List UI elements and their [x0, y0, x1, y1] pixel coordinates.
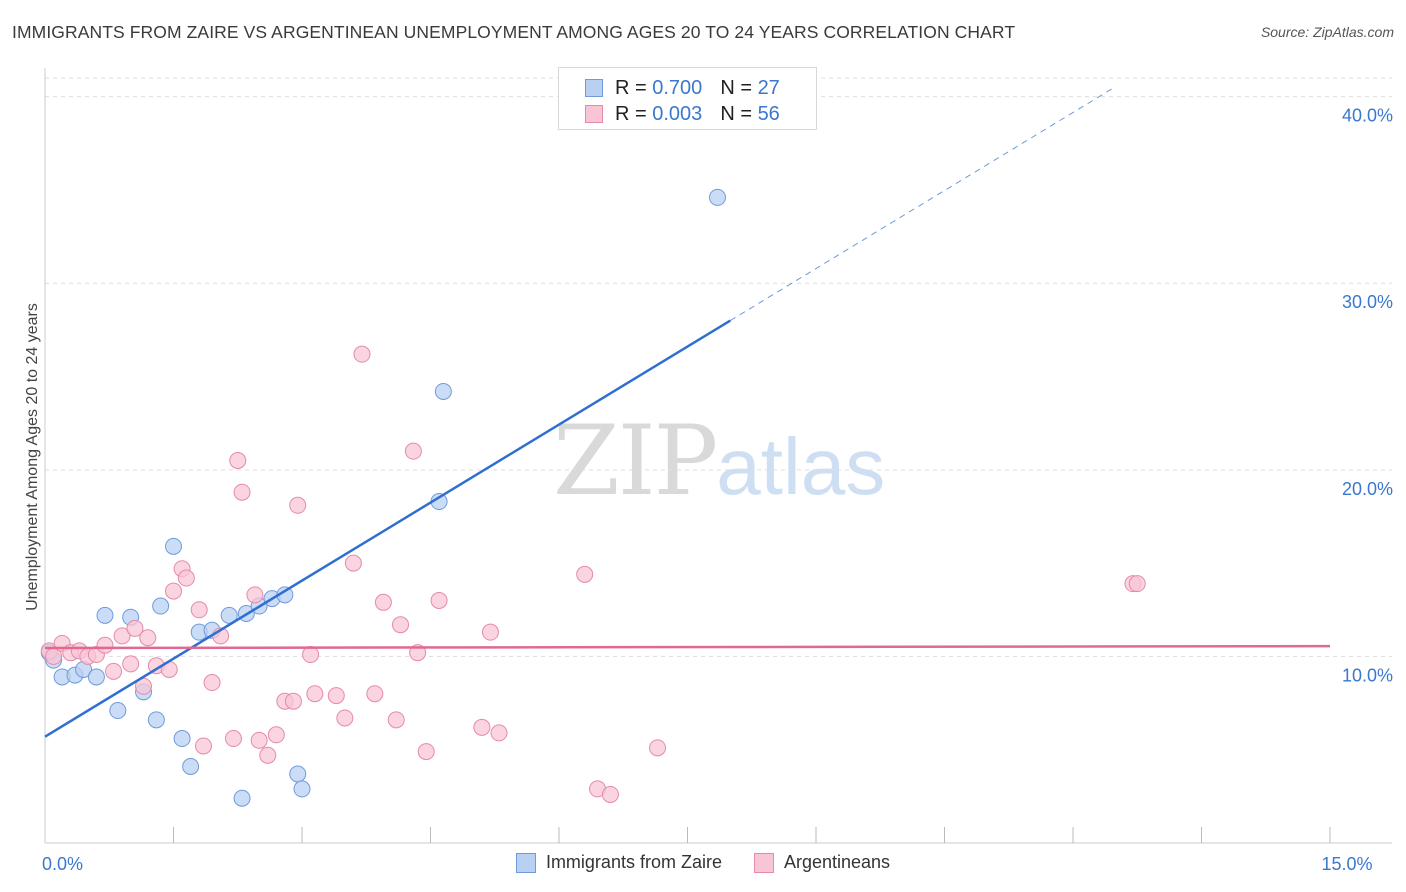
argentinean-point — [284, 692, 302, 710]
argentinean-point — [289, 496, 307, 514]
argentinean-point — [203, 674, 221, 692]
argentinean-point — [404, 442, 422, 460]
argentinean-point — [430, 591, 448, 609]
argentinean-point — [387, 711, 405, 729]
legend-swatch-argentineans — [585, 105, 603, 123]
argentinean-point — [177, 569, 195, 587]
watermark-atlas: atlas — [716, 422, 886, 511]
legend-r-value: 0.003 — [652, 102, 703, 125]
legend-n-label: N = — [720, 102, 752, 125]
argentinean-point — [302, 646, 320, 664]
series-legend: Immigrants from Zaire Argentineans — [0, 852, 1406, 873]
legend-r-label: R = — [615, 76, 647, 99]
zaire-point — [293, 780, 311, 798]
argentinean-point — [224, 730, 242, 748]
legend-row-zaire: R = 0.700 N = 27 — [585, 76, 780, 100]
zaire-point — [147, 711, 165, 729]
legend-swatch-argentineans — [753, 852, 774, 873]
zaire-point — [182, 758, 200, 775]
zaire-point — [173, 730, 191, 748]
argentinean-point — [250, 731, 268, 749]
legend-label-argentineans: Argentineans — [783, 852, 891, 872]
legend-n-value: 56 — [757, 102, 780, 125]
argentinean-point — [105, 662, 123, 680]
legend-row-argentineans: R = 0.003 N = 56 — [585, 102, 780, 126]
argentinean-point — [190, 601, 208, 619]
argentinean-point — [259, 746, 277, 764]
y-tick-label: 20.0% — [1342, 479, 1393, 499]
argentinean-point — [417, 743, 435, 761]
zaire-point — [165, 537, 182, 555]
argentinean-point — [473, 718, 491, 736]
argentinean-point — [229, 452, 247, 469]
zaire-point — [87, 668, 105, 686]
zaire-point — [152, 597, 170, 615]
argentinean-point — [233, 483, 251, 501]
legend-n-value: 27 — [757, 76, 780, 99]
legend-swatch-zaire — [515, 852, 536, 873]
argentinean-point — [113, 627, 131, 645]
zaire-point — [96, 606, 114, 624]
argentinean-point — [649, 739, 667, 757]
argentinean-point — [126, 619, 144, 637]
argentinean-point — [481, 623, 499, 641]
legend-item-argentineans[interactable]: Argentineans — [753, 852, 891, 873]
argentinean-trend-line — [44, 644, 1331, 650]
argentinean-point — [601, 785, 619, 803]
argentinean-point — [246, 586, 264, 604]
argentinean-point — [267, 726, 285, 744]
x-tick-label: 15.0% — [1321, 854, 1372, 874]
argentinean-point — [96, 636, 114, 654]
zipatlas-watermark: ZIPatlas — [553, 405, 885, 517]
zaire-point — [289, 765, 307, 783]
argentinean-point — [194, 737, 212, 755]
argentinean-point — [576, 565, 594, 583]
legend-n-label: N = — [720, 76, 752, 99]
argentinean-point — [336, 709, 354, 727]
x-tick-label: 0.0% — [42, 854, 83, 874]
legend-swatch-zaire — [585, 79, 603, 97]
argentinean-point — [327, 687, 345, 705]
legend-r-label: R = — [615, 102, 647, 125]
chart-title: IMMIGRANTS FROM ZAIRE VS ARGENTINEAN UNE… — [12, 22, 1016, 42]
argentinean-point — [366, 685, 384, 703]
argentinean-point — [392, 616, 410, 634]
zaire-point — [708, 188, 726, 206]
y-tick-label: 30.0% — [1342, 292, 1393, 312]
argentinean-point — [353, 345, 371, 363]
source-label: Source: ZipAtlas.com — [1260, 24, 1394, 40]
argentinean-point — [139, 629, 157, 647]
argentinean-point — [1128, 575, 1146, 593]
argentinean-point — [306, 685, 324, 703]
zaire-trend-extension — [730, 86, 1117, 321]
correlation-legend: R = 0.700 N = 27 R = 0.003 N = 56 — [558, 67, 817, 130]
watermark-zip: ZIP — [553, 405, 718, 517]
legend-item-zaire[interactable]: Immigrants from Zaire — [515, 852, 722, 873]
argentinean-point — [122, 655, 140, 673]
zaire-trend-line — [44, 319, 731, 738]
y-axis-title: Unemployment Among Ages 20 to 24 years — [24, 303, 41, 611]
legend-r-value: 0.700 — [652, 76, 703, 99]
argentinean-point — [374, 593, 392, 611]
y-tick-label: 40.0% — [1342, 106, 1393, 126]
zaire-point — [434, 382, 452, 400]
zaire-point — [233, 789, 251, 807]
argentinean-point — [344, 554, 362, 572]
zaire-point — [109, 702, 127, 720]
y-tick-label: 10.0% — [1342, 665, 1393, 685]
legend-label-zaire: Immigrants from Zaire — [545, 852, 722, 872]
argentinean-point — [165, 582, 182, 600]
argentinean-point — [490, 724, 508, 742]
